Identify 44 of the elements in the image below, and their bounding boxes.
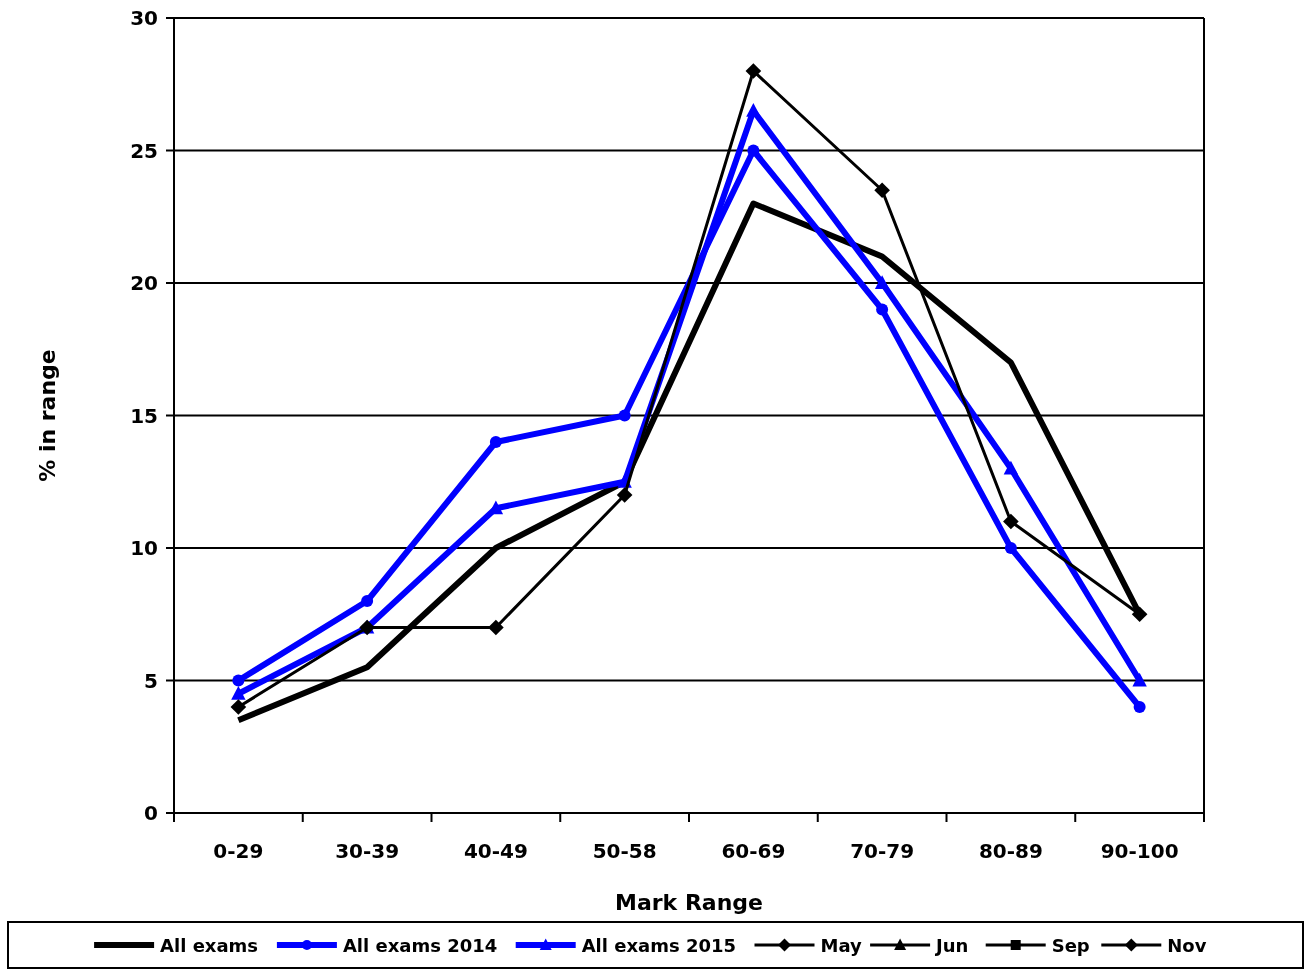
point bbox=[747, 144, 760, 157]
x-tick-label: 60-69 bbox=[721, 839, 786, 863]
y-tick-label: 0 bbox=[144, 801, 158, 825]
point bbox=[232, 674, 245, 687]
point bbox=[1132, 672, 1147, 687]
y-tick-label: 15 bbox=[130, 403, 158, 428]
point bbox=[618, 409, 631, 422]
point bbox=[874, 275, 890, 289]
y-tick-label: 25 bbox=[130, 138, 158, 163]
y-tick-label: 10 bbox=[130, 536, 158, 560]
x-tick-label: 90-100 bbox=[1100, 839, 1179, 863]
point bbox=[1003, 460, 1019, 475]
x-tick-label: 50-58 bbox=[592, 839, 657, 863]
x-tick-label: 40-49 bbox=[463, 839, 528, 863]
point bbox=[746, 102, 761, 117]
legend-label: Sep bbox=[1051, 934, 1090, 956]
point bbox=[874, 182, 890, 199]
point bbox=[1133, 701, 1146, 713]
point bbox=[745, 63, 762, 79]
y-tick-label: 20 bbox=[130, 271, 158, 295]
point bbox=[230, 699, 247, 715]
y-axis-title: % in range bbox=[35, 349, 60, 482]
point bbox=[361, 595, 374, 607]
x-tick-label: 30-39 bbox=[335, 839, 400, 863]
point bbox=[616, 487, 633, 503]
point bbox=[1003, 513, 1019, 530]
legend-label: All exams 2015 bbox=[581, 934, 737, 956]
legend-label: May bbox=[820, 934, 862, 956]
x-tick-label: 70-79 bbox=[850, 839, 915, 863]
legend-label: All exams 2014 bbox=[342, 934, 498, 956]
point bbox=[1004, 542, 1017, 554]
legend-label: All exams bbox=[160, 934, 259, 956]
x-tick-label: 80-89 bbox=[978, 839, 1043, 863]
x-tick-label: 0-29 bbox=[213, 839, 264, 863]
legend-label: Nov bbox=[1167, 934, 1207, 956]
point bbox=[488, 619, 504, 636]
x-axis-title: Mark Range bbox=[615, 890, 763, 915]
legend-label: Jun bbox=[934, 934, 969, 956]
y-tick-label: 30 bbox=[130, 6, 158, 30]
point bbox=[1131, 606, 1148, 623]
point bbox=[489, 436, 502, 448]
y-tick-label: 5 bbox=[144, 668, 158, 693]
point bbox=[231, 685, 246, 700]
point bbox=[876, 303, 889, 316]
